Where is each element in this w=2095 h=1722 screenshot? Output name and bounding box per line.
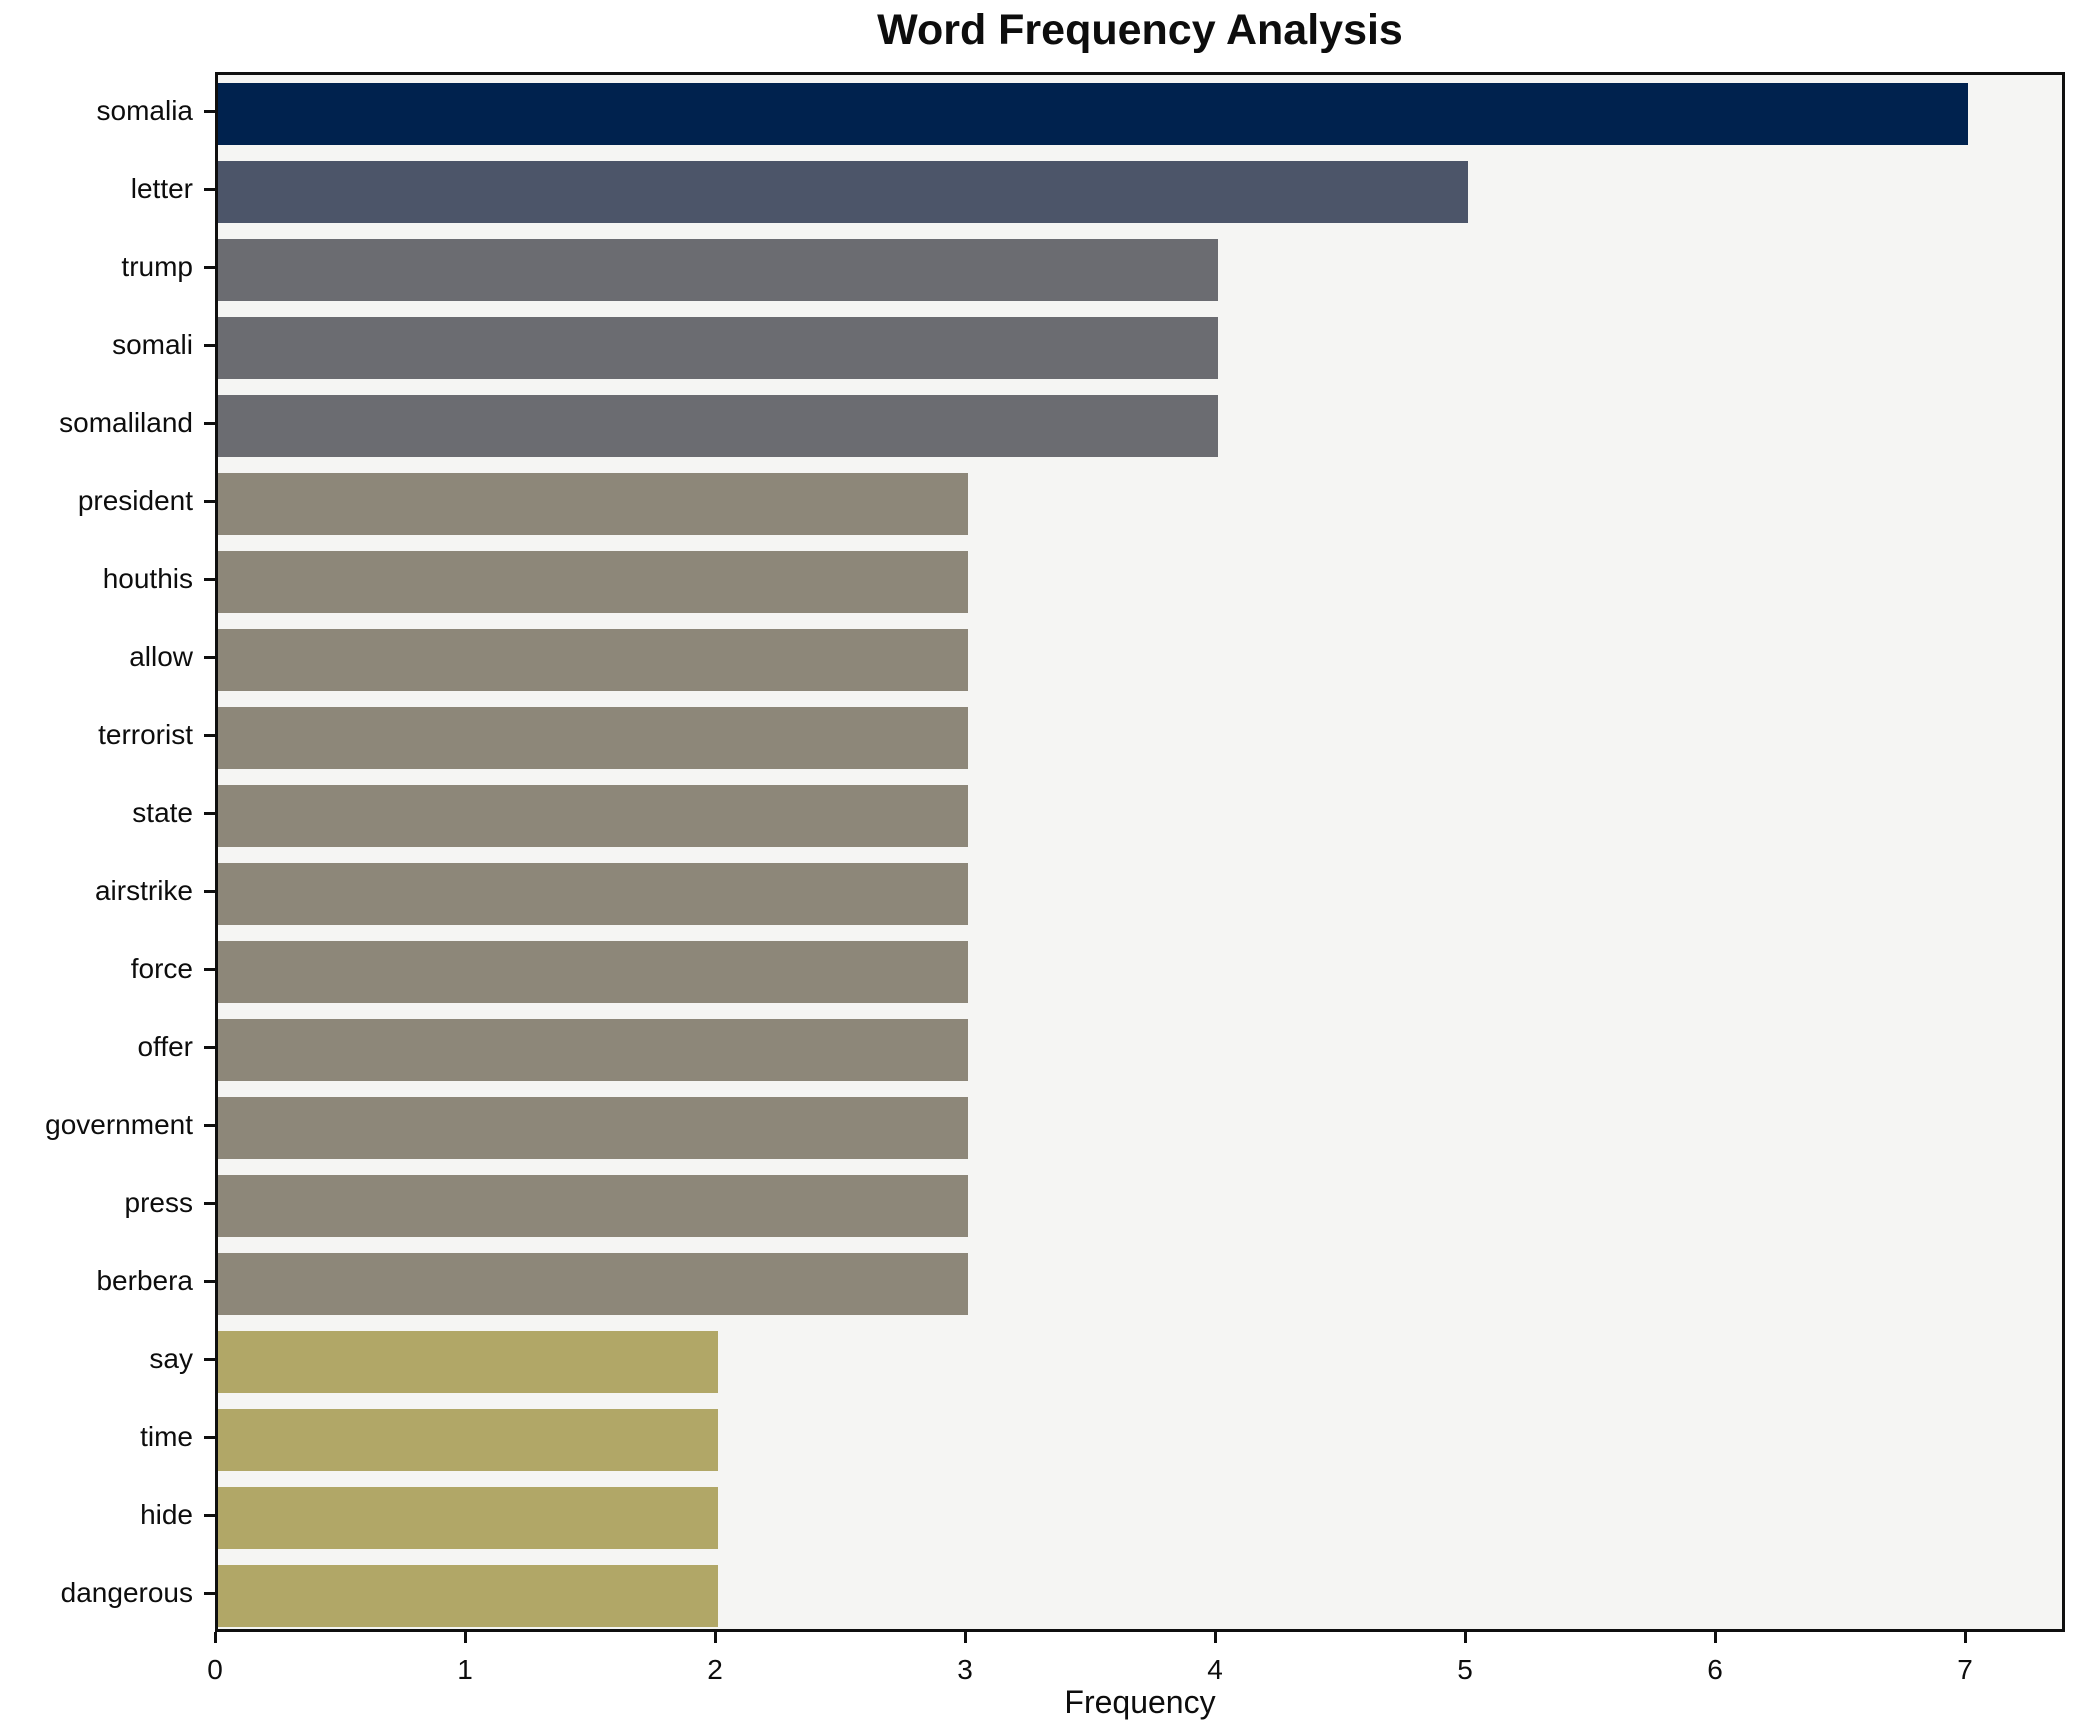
y-tick-label-houthis: houthis [102, 563, 193, 594]
y-tick-mark [204, 265, 215, 269]
plot-area [215, 72, 2065, 1632]
y-tick-mark [204, 187, 215, 191]
bar-government [218, 1097, 968, 1159]
y-tick-label-press: press [124, 1187, 193, 1218]
y-tick-label-berbera: berbera [96, 1265, 193, 1296]
bar-say [218, 1331, 718, 1393]
bar-force [218, 941, 968, 1003]
y-tick-label-force: force [130, 953, 193, 984]
x-tick-mark [1963, 1632, 1967, 1643]
y-tick-mark [204, 343, 215, 347]
y-tick-mark [204, 1201, 215, 1205]
y-tick-label-state: state [132, 797, 193, 828]
x-tick-mark [1713, 1632, 1717, 1643]
bar-offer [218, 1019, 968, 1081]
bar-press [218, 1175, 968, 1237]
y-tick-label-president: president [77, 485, 193, 516]
bar-dangerous [218, 1565, 718, 1627]
bar-trump [218, 239, 1218, 301]
bar-time [218, 1409, 718, 1471]
x-tick-mark [1213, 1632, 1217, 1643]
y-tick-label-letter: letter [130, 173, 193, 204]
y-tick-label-somali: somali [112, 329, 193, 360]
y-tick-label-say: say [149, 1343, 193, 1374]
y-tick-mark [204, 733, 215, 737]
y-tick-mark [204, 967, 215, 971]
x-tick-mark [463, 1632, 467, 1643]
bar-airstrike [218, 863, 968, 925]
bar-state [218, 785, 968, 847]
y-tick-mark [204, 889, 215, 893]
y-tick-label-allow: allow [129, 641, 193, 672]
bar-houthis [218, 551, 968, 613]
x-tick-label-1: 1 [457, 1654, 473, 1685]
y-tick-mark [204, 499, 215, 503]
y-tick-label-airstrike: airstrike [94, 875, 193, 906]
y-tick-mark [204, 1435, 215, 1439]
x-tick-label-2: 2 [707, 1654, 723, 1685]
x-tick-label-3: 3 [957, 1654, 973, 1685]
y-tick-mark [204, 577, 215, 581]
y-tick-label-offer: offer [137, 1031, 193, 1062]
bar-allow [218, 629, 968, 691]
y-tick-label-hide: hide [140, 1499, 193, 1530]
y-tick-label-somalia: somalia [96, 95, 193, 126]
y-tick-mark [204, 655, 215, 659]
bar-president [218, 473, 968, 535]
x-tick-mark [713, 1632, 717, 1643]
x-tick-mark [213, 1632, 217, 1643]
x-tick-label-5: 5 [1457, 1654, 1473, 1685]
y-tick-label-dangerous: dangerous [60, 1577, 193, 1608]
x-tick-mark [963, 1632, 967, 1643]
x-tick-label-0: 0 [207, 1654, 223, 1685]
y-tick-mark [204, 421, 215, 425]
bar-somalia [218, 83, 1968, 145]
bar-terrorist [218, 707, 968, 769]
bar-somaliland [218, 395, 1218, 457]
y-tick-mark [204, 1591, 215, 1595]
y-tick-mark [204, 1123, 215, 1127]
x-tick-label-4: 4 [1207, 1654, 1223, 1685]
y-tick-mark [204, 109, 215, 113]
y-tick-label-time: time [140, 1421, 193, 1452]
y-tick-label-somaliland: somaliland [59, 407, 193, 438]
x-tick-mark [1463, 1632, 1467, 1643]
y-tick-mark [204, 1357, 215, 1361]
x-tick-label-7: 7 [1957, 1654, 1973, 1685]
y-tick-label-trump: trump [121, 251, 193, 282]
chart-title: Word Frequency Analysis [877, 6, 1403, 54]
bar-somali [218, 317, 1218, 379]
x-axis-label: Frequency [1064, 1684, 1216, 1720]
y-tick-mark [204, 1045, 215, 1049]
x-tick-label-6: 6 [1707, 1654, 1723, 1685]
y-tick-label-government: government [45, 1109, 193, 1140]
bar-hide [218, 1487, 718, 1549]
bar-letter [218, 161, 1468, 223]
y-tick-mark [204, 811, 215, 815]
y-tick-mark [204, 1279, 215, 1283]
y-tick-label-terrorist: terrorist [98, 719, 193, 750]
bar-berbera [218, 1253, 968, 1315]
y-tick-mark [204, 1513, 215, 1517]
